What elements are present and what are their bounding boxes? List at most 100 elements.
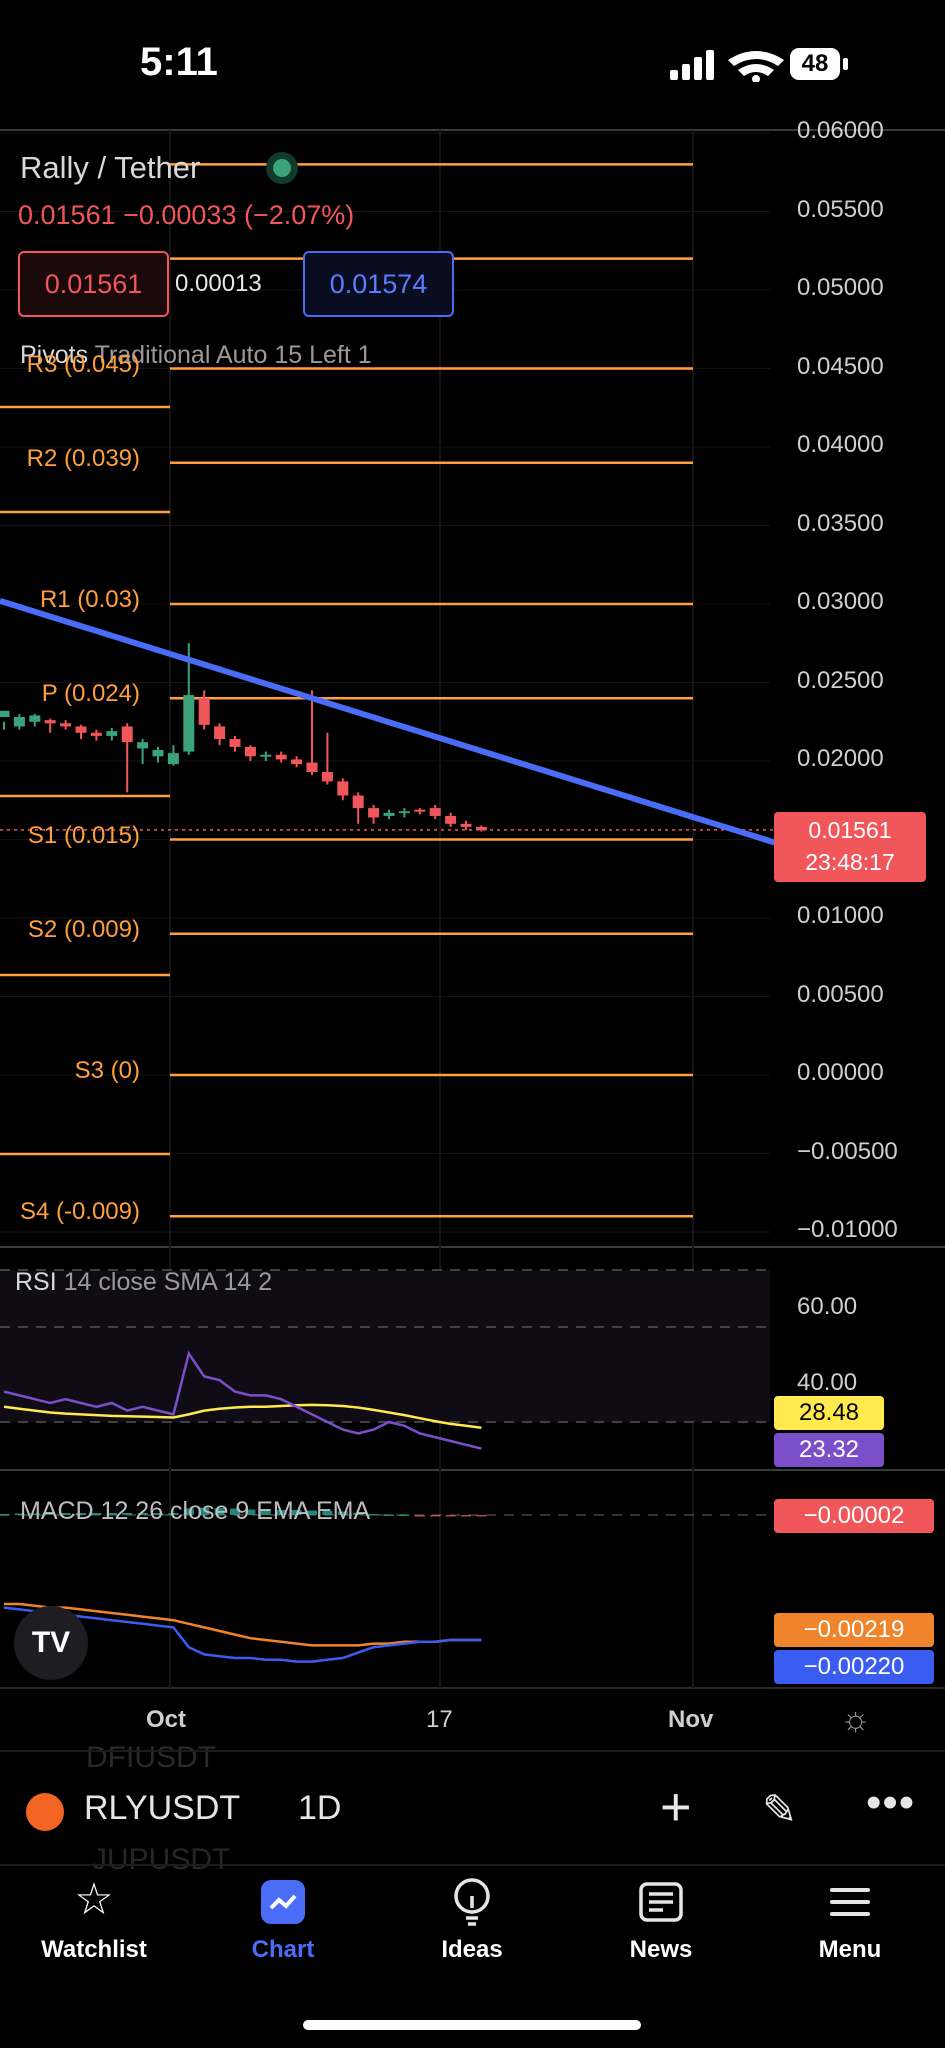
drawing-pen-icon[interactable]: ✎ xyxy=(762,1786,798,1833)
battery-nub xyxy=(843,58,848,70)
macd-histogram-bar xyxy=(307,1510,317,1515)
candle-body xyxy=(291,759,303,765)
tabbar-divider xyxy=(0,1864,945,1866)
macd-histogram-bar xyxy=(414,1515,425,1517)
macd-histogram-bar xyxy=(322,1511,333,1515)
status-time: 5:11 xyxy=(140,40,218,84)
price-axis-label: 0.04000 xyxy=(797,431,884,458)
macd-line xyxy=(3,1606,482,1663)
price-axis-label: 0.04500 xyxy=(797,352,884,380)
macd-histogram-bar xyxy=(106,1513,117,1515)
candle-body xyxy=(137,742,149,749)
bar-countdown: 23:48:17 xyxy=(805,849,895,875)
x-label-oct: Oct xyxy=(146,1706,187,1733)
macd-histogram-bar xyxy=(384,1514,394,1516)
macd-histogram-bar xyxy=(168,1513,179,1515)
pivots-legend-params: Traditional Auto 15 Left 1 xyxy=(94,341,372,369)
tab-menu[interactable]: Menu xyxy=(755,1870,945,1964)
tab-label: Watchlist xyxy=(41,1936,147,1963)
macd-histogram-bar xyxy=(214,1508,225,1515)
candle-body xyxy=(306,762,318,772)
candle-body xyxy=(198,698,210,725)
candle-body xyxy=(29,715,41,722)
macd-histogram-tag: −0.00002 xyxy=(774,1499,934,1533)
macd-histogram-bar xyxy=(445,1515,456,1517)
price-axis-label: 0.03000 xyxy=(797,588,884,615)
x-label-nov: Nov xyxy=(668,1706,714,1733)
interval-selector[interactable]: 1D xyxy=(298,1789,342,1827)
macd-histogram-bar xyxy=(183,1508,194,1515)
macd-histogram-bar xyxy=(430,1515,441,1517)
candle-body xyxy=(398,811,410,814)
macd-histogram-bar xyxy=(153,1513,163,1515)
macd-histogram-bar xyxy=(276,1510,287,1515)
tab-news[interactable]: News xyxy=(566,1870,756,1964)
chart-settings-icon[interactable]: ☼ xyxy=(840,1700,872,1738)
symbol-name[interactable]: RLYUSDT xyxy=(84,1789,241,1827)
candle-body xyxy=(152,750,164,757)
candle-body xyxy=(260,754,272,757)
macd-histogram-bar xyxy=(45,1513,56,1515)
tab-ideas[interactable]: Ideas xyxy=(377,1870,567,1964)
candle-body xyxy=(60,723,72,727)
candle-body xyxy=(445,815,457,824)
pivots-legend[interactable]: Pivots Traditional Auto 15 Left 1 xyxy=(20,341,372,370)
price-axis-label: −0.00500 xyxy=(797,1137,898,1165)
candle-body xyxy=(460,823,472,827)
ghost-symbol-above: DFIUSDT xyxy=(86,1741,216,1774)
candle-body xyxy=(414,809,426,812)
pivot-label: S1 (0.015) xyxy=(27,821,140,849)
macd-histogram-bar xyxy=(122,1513,133,1515)
candle-body xyxy=(106,731,118,736)
price-axis-label: 0.05500 xyxy=(797,195,884,223)
news-icon xyxy=(566,1870,756,1930)
rsi-legend-params: 14 close SMA 14 2 xyxy=(63,1268,273,1296)
sell-button[interactable]: 0.01561 xyxy=(18,251,169,317)
pair-title[interactable]: Rally / Tether xyxy=(20,150,201,185)
tab-label: Chart xyxy=(251,1936,315,1963)
macd-histogram-bar xyxy=(260,1509,271,1515)
add-plus-icon[interactable]: + xyxy=(660,1777,692,1837)
candle-body xyxy=(275,754,287,760)
candle-body xyxy=(244,746,256,757)
candle-body xyxy=(475,826,487,831)
tab-chart[interactable]: Chart xyxy=(188,1870,378,1964)
macd-histogram-bar xyxy=(29,1513,40,1515)
rsi-band xyxy=(0,1270,770,1422)
macd-signal-tag: −0.00219 xyxy=(774,1613,934,1647)
rsi-axis-60: 60.00 xyxy=(797,1293,858,1320)
candle-body xyxy=(0,710,10,718)
divider xyxy=(0,1750,945,1752)
candle-body xyxy=(13,717,25,727)
tab-watchlist[interactable]: ☆ Watchlist xyxy=(0,1870,189,1964)
chart-icon xyxy=(188,1870,378,1930)
battery-indicator: 48 xyxy=(790,48,840,80)
market-status-icon xyxy=(266,152,298,184)
macd-histogram-bar xyxy=(245,1509,256,1515)
candle-body xyxy=(183,695,195,752)
macd-legend[interactable]: MACD 12 26 close 9 EMA EMA xyxy=(20,1497,371,1525)
symbol-logo-icon xyxy=(26,1793,64,1831)
buy-button[interactable]: 0.01574 xyxy=(303,251,454,317)
spread-value: 0.00013 xyxy=(175,270,262,297)
rsi-axis-40: 40.00 xyxy=(797,1369,858,1396)
pivot-label: R1 (0.03) xyxy=(39,586,140,613)
pivot-label: R3 (0.045) xyxy=(26,350,140,378)
pivot-label: R2 (0.039) xyxy=(26,444,140,472)
rsi-line xyxy=(3,1350,482,1450)
last-price: 0.01561 xyxy=(808,817,892,843)
macd-histogram-bar xyxy=(230,1508,240,1515)
last-price-tag: 0.01561 23:48:17 xyxy=(774,812,926,882)
price-axis-label: 0.02000 xyxy=(797,745,884,772)
tradingview-logo[interactable]: TV xyxy=(14,1606,88,1680)
rsi-legend[interactable]: RSI 14 close SMA 14 2 xyxy=(15,1268,272,1297)
price-chart[interactable] xyxy=(0,0,945,1760)
price-axis-label: 0.00000 xyxy=(797,1059,884,1086)
price-axis-label: 0.00500 xyxy=(797,980,884,1008)
more-options-icon[interactable]: ••• xyxy=(866,1778,916,1827)
pivots-legend-name: Pivots xyxy=(20,341,89,369)
price-axis-label: 0.03500 xyxy=(797,509,884,537)
candle-body xyxy=(337,781,349,796)
pivot-label: S2 (0.009) xyxy=(27,915,140,943)
candle-body xyxy=(368,808,380,818)
